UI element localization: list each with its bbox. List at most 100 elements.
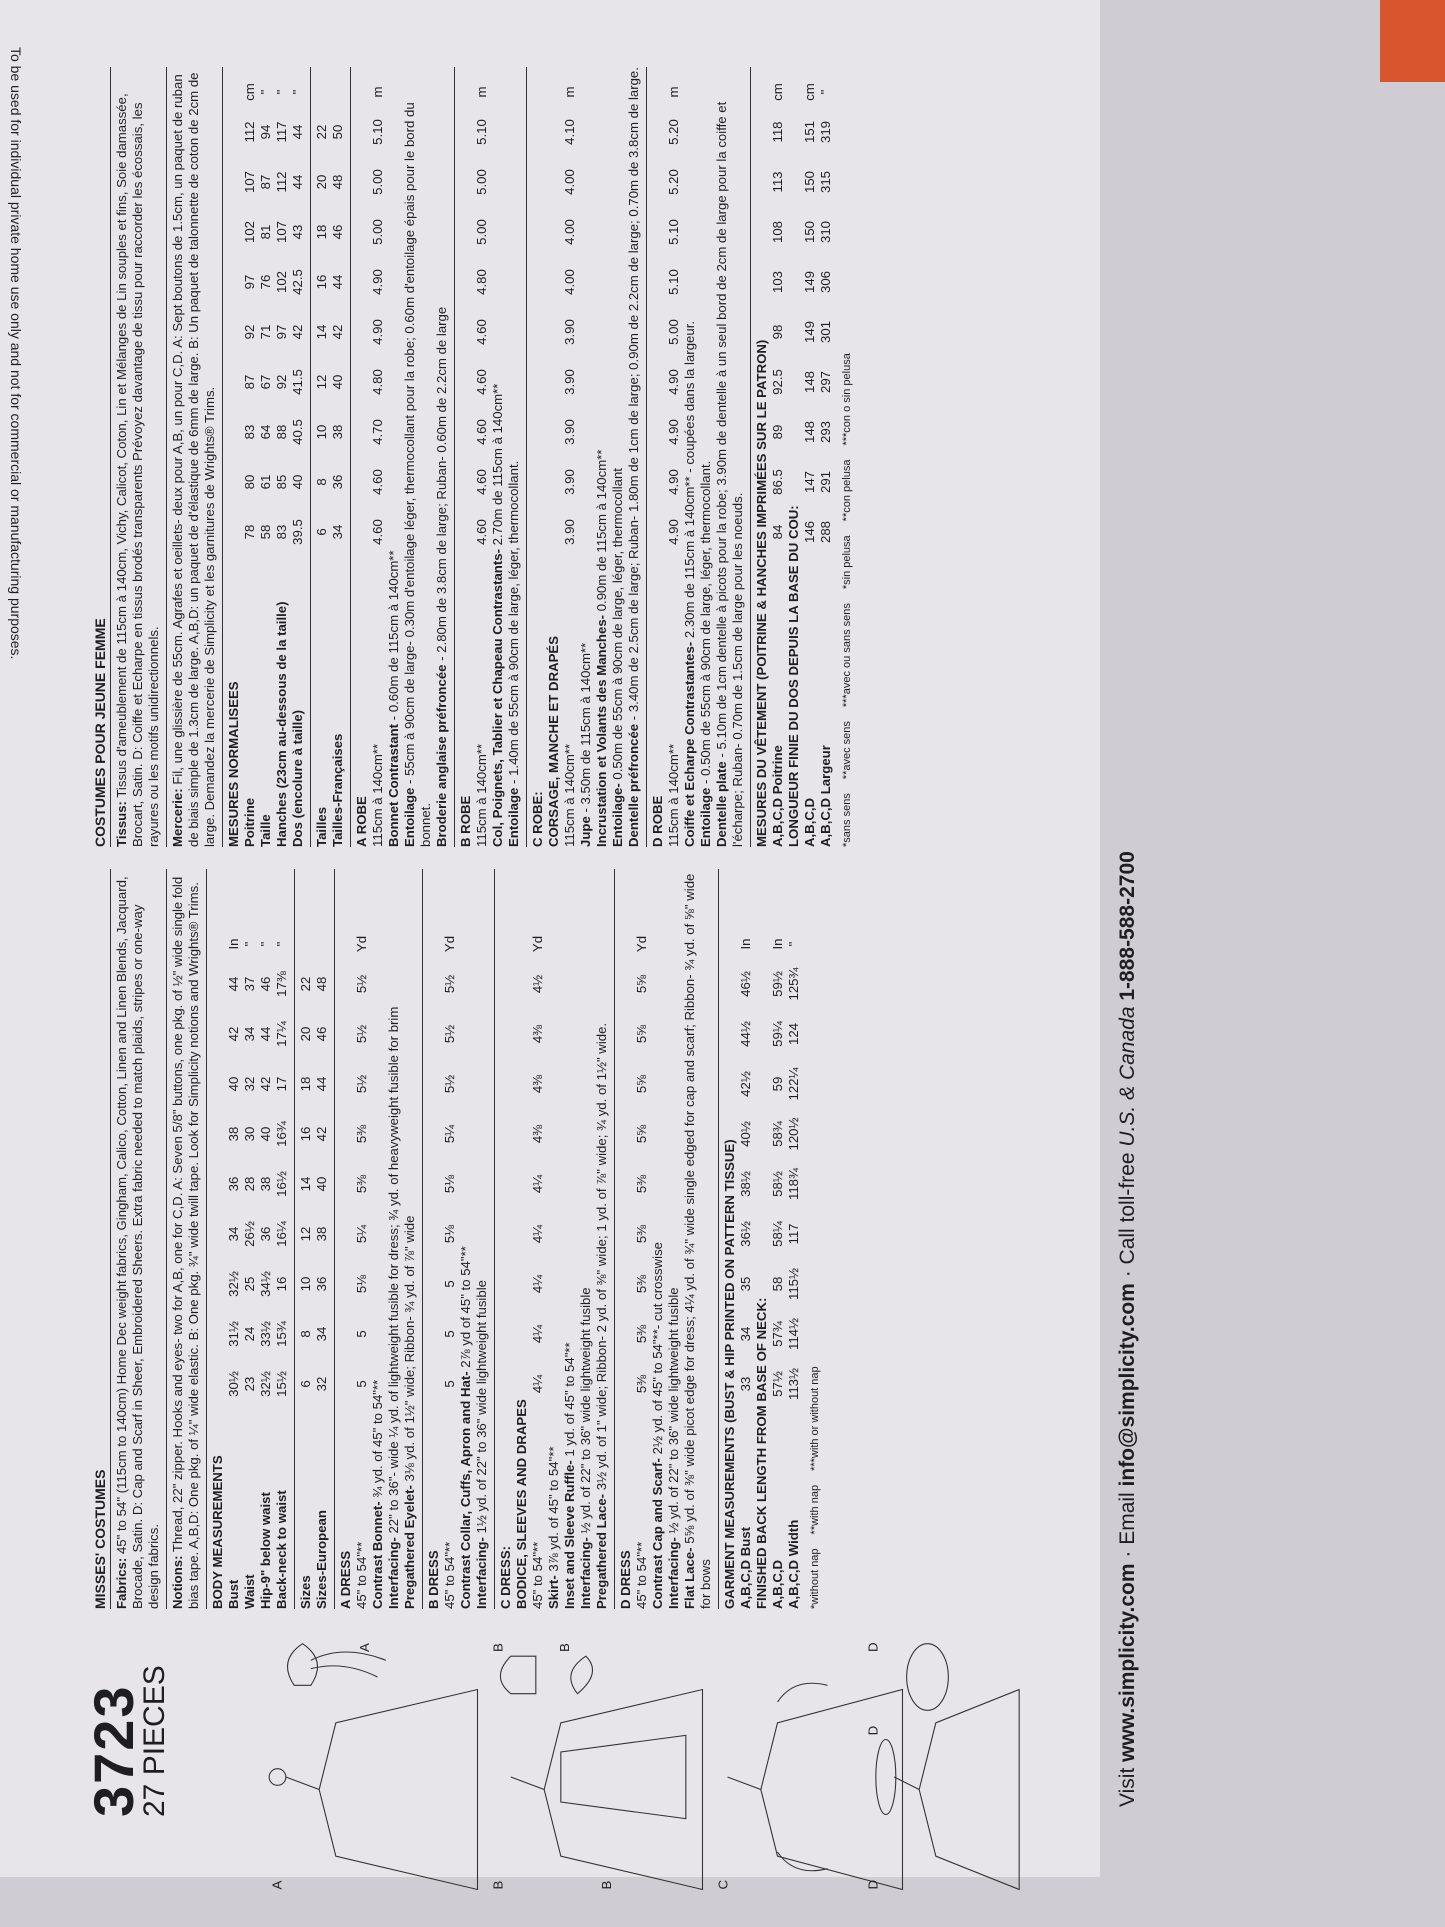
section-heading: Finished back length from base of neck:	[754, 1297, 769, 1609]
requirement-label: Pregathered Lace-	[594, 1493, 609, 1609]
row-value: 33½	[258, 1321, 273, 1347]
measurement-row: 45" to 54"** 5 5 5 5⅛ 5⅛ 5¼ 5½ 5½ 5½ Yd	[442, 869, 458, 1609]
row-value: 37	[242, 976, 257, 992]
view-c-illustration	[727, 1682, 904, 1891]
envelope-flap	[1380, 0, 1445, 82]
row-value: 3.90	[562, 519, 577, 545]
email-link[interactable]: info@simplicity.com	[1116, 1283, 1139, 1487]
row-label: 115cm à 140cm**	[562, 743, 577, 847]
requirement-label: Contrast Bonnet-	[370, 1501, 385, 1609]
section-block: D Dress 45" to 54"** 5⅜ 5⅜ 5⅜ 5⅜ 5⅜ 5⅝ 5⅝ 5⅝ 5⅝ Yd C…	[615, 869, 719, 1609]
row-unit: m	[474, 86, 489, 98]
row-value: 5.10	[474, 119, 489, 145]
row-value: 58½	[770, 1171, 785, 1197]
row-value: 148	[802, 421, 817, 444]
row-label: Sizes	[298, 1575, 313, 1609]
row-value: 3.90	[562, 369, 577, 395]
measurement-row: 115cm à 140cm** 4.60 4.60 4.60 4.60 4.60 4.80 5…	[474, 67, 490, 848]
row-label: A,B,C,D Width	[786, 1519, 801, 1609]
requirement-text: Interfacing- 22" to 36"- wide ¼ yd. of l…	[386, 869, 402, 1609]
requirement-label: Entoilage	[402, 787, 417, 847]
row-value: 5⅝	[634, 974, 649, 994]
measurement-row: Tailles-Françaises 34 36 38 40 42 44 46 48 50	[330, 67, 346, 847]
requirement-label: Inset and Sleeve Ruffle-	[562, 1460, 577, 1609]
section-block: Notions: Thread, 22" zipper. Hooks and e…	[167, 869, 207, 1609]
row-label: A,B,C,D	[802, 797, 817, 847]
requirement-detail: 0.50m de 55cm à 90cm de large, léger, th…	[610, 468, 625, 784]
row-value: 88	[274, 424, 289, 440]
row-value: 4.60	[370, 519, 385, 545]
requirement-text: Contrast Collar, Cuffs, Apron and Hat- 2…	[458, 869, 474, 1609]
row-value: 117	[274, 121, 289, 143]
requirement-text: Bonnet Contrastant - 0.60m de 115cm à 14…	[386, 67, 402, 847]
row-value: 4.00	[562, 219, 577, 245]
row-value: 120½	[786, 1117, 801, 1151]
view-label: B	[491, 1643, 506, 1652]
section-block: BODY MEASUREMENTS Bust 30½ 31½ 32½ 34 36 38 40 42…	[207, 869, 295, 1609]
footnotes: *sans sens **avec sens ***avec ou sans sen…	[841, 67, 854, 847]
row-value: 4⅜	[530, 1124, 545, 1144]
row-value: 44½	[738, 1021, 753, 1047]
requirement-text: Coiffe et Echarpe Contrastantes- 2.30m d…	[682, 67, 698, 847]
section-block: B Dress 45" to 54"** 5 5 5 5⅛ 5⅛ 5¼ 5½ 5½ 5½ Yd Cont…	[423, 869, 495, 1609]
row-value: 30½	[226, 1371, 241, 1397]
row-value: 102	[274, 271, 289, 294]
contact-line: Visit www.simplicity.com · Email info@si…	[1116, 851, 1140, 1807]
row-value: 33	[738, 1376, 753, 1392]
website-link[interactable]: www.simplicity.com	[1116, 1563, 1139, 1762]
requirement-detail: - 0.60m de 115cm à 140cm**	[386, 550, 401, 724]
row-unit: m	[562, 86, 577, 98]
row-value: 3.90	[562, 419, 577, 445]
requirement-detail: Thread, 22" zipper. Hooks and eyes- two …	[170, 876, 201, 1609]
row-value: 8	[298, 1330, 313, 1338]
row-value: 4¼	[530, 1224, 545, 1244]
row-value: 5½	[442, 1074, 457, 1094]
section-heading: BODY MEASUREMENTS	[210, 1455, 225, 1609]
row-value: 3.90	[562, 469, 577, 495]
row-value: 5⅜	[634, 1374, 649, 1394]
row-value: 97	[274, 324, 289, 340]
section-block: D Robe 115cm à 140cm** 4.90 4.90 4.90 4.90 5.0…	[647, 67, 751, 847]
row-value: 5¼	[354, 1224, 369, 1244]
row-value: 31½	[226, 1321, 241, 1347]
row-value: 103	[770, 271, 785, 294]
row-value: 4.80	[474, 269, 489, 295]
row-value: 306	[818, 271, 833, 294]
misses-column: MISSES' COSTUMES Fabrics: 45" to 54" (11…	[92, 869, 822, 1609]
row-value: 58¼	[770, 1221, 785, 1247]
row-value: 46	[314, 1026, 329, 1042]
row-value: 89	[770, 424, 785, 440]
row-unit: cm	[242, 83, 257, 101]
row-value: 5⅛	[442, 1174, 457, 1194]
row-unit: "	[290, 89, 305, 95]
row-value: 42	[258, 1076, 273, 1092]
row-unit: m	[370, 86, 385, 98]
view-illustrations: A A B B B B C D D D	[268, 1642, 1020, 1891]
row-unit: "	[274, 941, 289, 947]
requirement-text: Entoilage - 0.50m de 55cm à 90cm de larg…	[698, 67, 714, 847]
row-value: 5.10	[370, 119, 385, 145]
row-value: 5⅜	[634, 1224, 649, 1244]
row-value: 118¾	[786, 1167, 801, 1201]
row-value: 34	[314, 1326, 329, 1342]
row-unit: "	[786, 941, 801, 947]
requirement-text: Dentelle préfroncée - 3.40m de 2.5cm de …	[626, 67, 642, 847]
requirement-text: Mercerie: Fil, une glissière de 55cm. Ag…	[170, 67, 218, 847]
row-value: 48	[314, 976, 329, 992]
row-label: Dos (encolure à taille)	[290, 709, 305, 847]
usage-disclaimer: To be used for individual private home u…	[8, 47, 24, 660]
view-label: D	[866, 1642, 881, 1652]
row-value: 4.90	[666, 519, 681, 545]
measurement-row: 115cm à 140cm** 4.60 4.60 4.70 4.80 4.90 4.90 5…	[370, 67, 386, 848]
row-value: 15½	[274, 1371, 289, 1397]
row-value: 18	[314, 224, 329, 240]
row-value: 17⅜	[274, 971, 289, 997]
row-value: 4.90	[370, 319, 385, 345]
requirement-detail: - 3.50m de 115cm à 140cm**	[578, 642, 593, 817]
row-value: 87	[258, 174, 273, 190]
requirement-detail: 1½ yd. of 22" to 36" wide lightweight fu…	[474, 1280, 489, 1538]
row-value: 16¾	[274, 1121, 289, 1147]
measurement-row: 45" to 54"** 5 5 5⅛ 5¼ 5⅜ 5⅜ 5½ 5½ 5½ Yd	[354, 869, 370, 1609]
row-label: Tailles-Françaises	[330, 733, 345, 847]
section-block: MESURES DU VÊTEMENT (Poitrine & Hanches …	[751, 67, 838, 847]
